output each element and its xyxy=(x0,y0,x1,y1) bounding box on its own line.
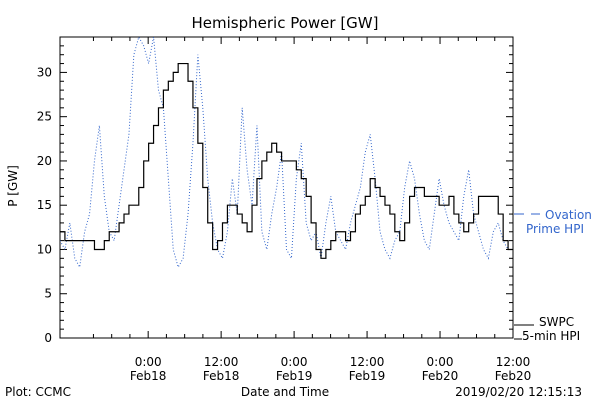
ovation-series-line xyxy=(60,37,513,269)
swpc-series-line xyxy=(60,62,513,259)
ovation-legend-label: Ovation xyxy=(545,208,592,222)
plot-frame xyxy=(59,36,514,339)
y-tick-label: 20 xyxy=(37,154,52,168)
y-tick-label: 15 xyxy=(37,198,52,212)
x-tick-date: Feb18 xyxy=(130,369,167,383)
y-tick-label: 30 xyxy=(37,65,52,79)
swpc-legend-label: SWPC xyxy=(539,315,574,329)
x-tick-date: Feb19 xyxy=(349,369,386,383)
y-tick-label: 5 xyxy=(44,287,52,301)
plot-credit: Plot: CCMC xyxy=(5,385,71,399)
x-tick-time: 12:00 xyxy=(350,355,385,369)
y-tick-label: 25 xyxy=(37,110,52,124)
x-tick-date: Feb19 xyxy=(276,369,313,383)
swpc-legend-label-2: 5-min HPI xyxy=(522,329,580,343)
y-tick-label: 10 xyxy=(37,242,52,256)
x-tick-time: 0:00 xyxy=(281,355,308,369)
x-tick-time: 0:00 xyxy=(135,355,162,369)
x-tick-time: 12:00 xyxy=(496,355,531,369)
x-axis-ticks: 0:00Feb1812:00Feb180:00Feb1912:00Feb190:… xyxy=(92,37,532,383)
series-layer xyxy=(60,37,513,269)
y-axis-label: P [GW] xyxy=(6,165,20,207)
x-tick-time: 0:00 xyxy=(427,355,454,369)
x-axis-title: Date and Time xyxy=(241,385,329,399)
x-tick-date: Feb18 xyxy=(203,369,240,383)
x-tick-time: 12:00 xyxy=(204,355,239,369)
chart-title: Hemispheric Power [GW] xyxy=(192,14,379,32)
ovation-legend-label-2: Prime HPI xyxy=(526,222,584,236)
timestamp: 2019/02/20 12:15:13 xyxy=(455,385,582,399)
y-tick-label: 0 xyxy=(44,331,52,345)
x-tick-date: Feb20 xyxy=(422,369,459,383)
x-tick-date: Feb20 xyxy=(495,369,532,383)
y-axis-ticks: 0 5 10 15 20 25 30 xyxy=(37,36,513,345)
